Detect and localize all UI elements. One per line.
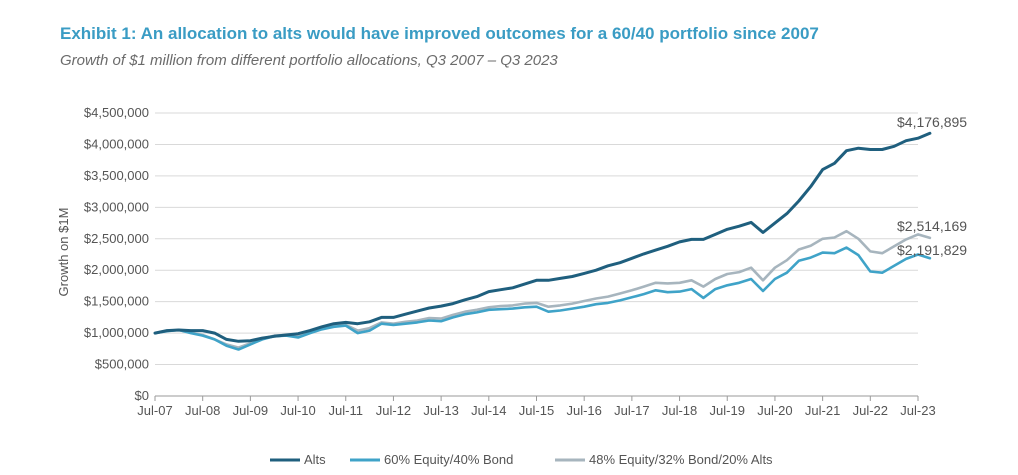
x-tick-label: Jul-15 xyxy=(519,403,554,418)
y-tick-label: $500,000 xyxy=(95,357,149,372)
y-tick-label: $1,500,000 xyxy=(84,294,149,309)
x-tick-label: Jul-23 xyxy=(900,403,935,418)
y-tick-label: $3,000,000 xyxy=(84,199,149,214)
x-tick-label: Jul-13 xyxy=(423,403,458,418)
gridlines xyxy=(155,112,918,397)
x-tick-label: Jul-21 xyxy=(805,403,840,418)
legend-label: Alts xyxy=(304,452,326,467)
legend-label: 48% Equity/32% Bond/20% Alts xyxy=(589,452,773,467)
x-tick-label: Jul-11 xyxy=(329,403,363,418)
series-lines xyxy=(153,131,932,351)
x-tick-label: Jul-16 xyxy=(566,403,601,418)
end-labels: $4,176,895 $2,191,829 $2,514,169 xyxy=(897,114,967,258)
end-value-label: $4,176,895 xyxy=(897,114,967,130)
y-tick-label: $4,500,000 xyxy=(84,105,149,120)
y-axis-label: Growth on $1M xyxy=(56,208,71,297)
chart-title: Exhibit 1: An allocation to alts would h… xyxy=(60,24,819,43)
end-value-label: $2,191,829 xyxy=(897,242,967,258)
x-tick-label: Jul-22 xyxy=(853,403,888,418)
x-tick-label: Jul-09 xyxy=(233,403,268,418)
x-tick-label: Jul-18 xyxy=(662,403,697,418)
x-tick-label: Jul-10 xyxy=(280,403,315,418)
x-axis: Jul-07 Jul-08 Jul-09 Jul-10 Jul-11 Jul-12 Jul-… xyxy=(137,396,936,418)
legend-label: 60% Equity/40% Bond xyxy=(384,452,513,467)
x-tick-label: Jul-14 xyxy=(471,403,506,418)
series-line-sixty-forty xyxy=(153,246,932,351)
x-tick-label: Jul-12 xyxy=(376,403,411,418)
y-axis: $0 $500,000 $1,000,000 $1,500,000 $2,000,000… xyxy=(84,105,149,403)
y-tick-label: $0 xyxy=(135,388,149,403)
y-tick-label: $2,000,000 xyxy=(84,262,149,277)
series-line-alts xyxy=(153,131,932,343)
x-tick-label: Jul-17 xyxy=(614,403,649,418)
end-value-label: $2,514,169 xyxy=(897,218,967,234)
x-tick-label: Jul-19 xyxy=(710,403,745,418)
x-tick-label: Jul-20 xyxy=(757,403,792,418)
y-tick-label: $3,500,000 xyxy=(84,168,149,183)
x-tick-label: Jul-07 xyxy=(137,403,172,418)
chart-subtitle: Growth of $1 million from different port… xyxy=(60,52,558,69)
x-tick-label: Jul-08 xyxy=(185,403,220,418)
y-tick-label: $2,500,000 xyxy=(84,231,149,246)
series-line-with-alts xyxy=(153,229,932,349)
y-tick-label: $4,000,000 xyxy=(84,136,149,151)
legend: Alts 60% Equity/40% Bond 48% Equity/32% Bo… xyxy=(270,452,773,467)
y-tick-label: $1,000,000 xyxy=(84,325,149,340)
